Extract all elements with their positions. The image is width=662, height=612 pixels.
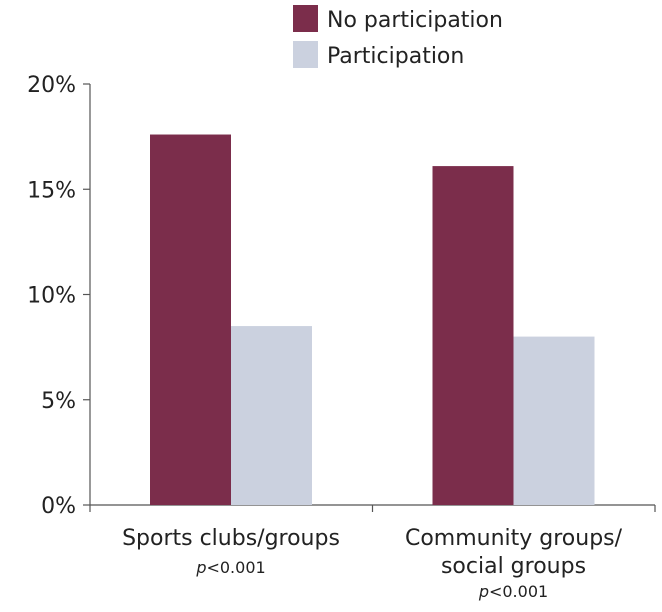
category-label: Community groups/ xyxy=(405,526,623,551)
p-value-label: p<0.001 xyxy=(478,582,548,601)
p-value: <0.001 xyxy=(489,582,548,601)
legend-label: No participation xyxy=(327,8,503,33)
y-tick-label: 15% xyxy=(27,178,76,203)
y-tick-label: 0% xyxy=(41,494,76,519)
legend-swatch-participation xyxy=(293,41,318,68)
p-symbol: p xyxy=(195,558,206,577)
p-value-label: p<0.001 xyxy=(195,558,265,577)
bar-no-participation-1 xyxy=(432,166,514,505)
category-label: Sports clubs/groups xyxy=(122,526,340,551)
p-symbol: p xyxy=(478,582,489,601)
bars xyxy=(150,134,595,505)
y-tick-label: 20% xyxy=(27,73,76,98)
legend: No participation Participation xyxy=(293,5,503,69)
y-tick-label: 10% xyxy=(27,284,76,309)
bar-no-participation-0 xyxy=(150,134,231,505)
y-tick-label: 5% xyxy=(41,389,76,414)
legend-label: Participation xyxy=(327,44,464,69)
axes: 0% 5% 10% 15% 20% xyxy=(27,73,656,519)
p-value: <0.001 xyxy=(206,558,265,577)
bar-participation-0 xyxy=(231,326,312,505)
category-label: social groups xyxy=(441,554,586,579)
legend-swatch-no-participation xyxy=(293,5,318,32)
bar-participation-1 xyxy=(513,336,595,505)
